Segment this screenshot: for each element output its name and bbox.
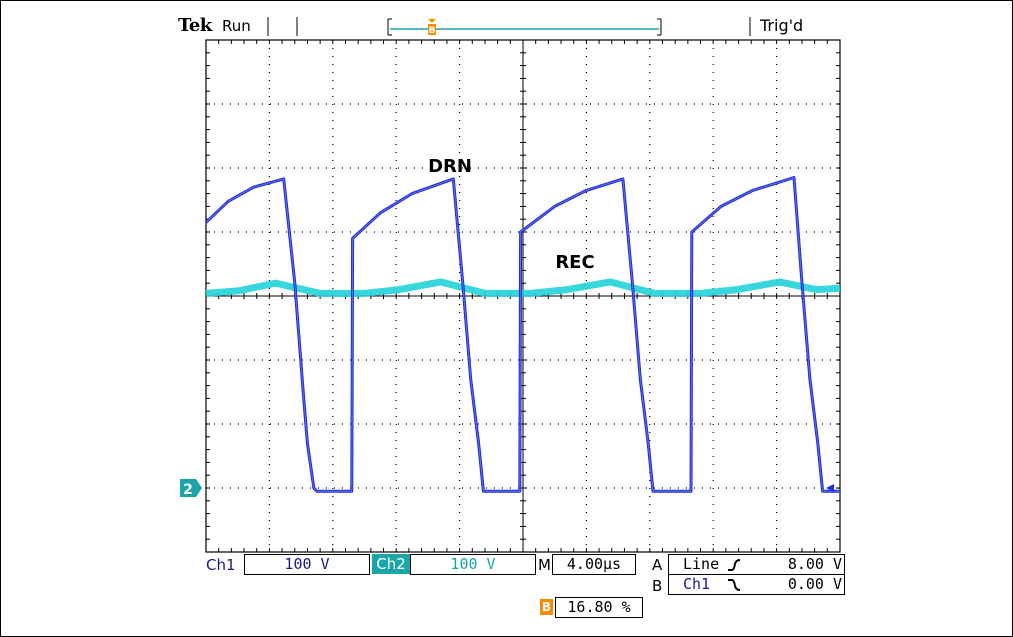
timebase-prefix: M [538, 556, 551, 574]
top-status-bar: B [268, 17, 750, 36]
acquisition-status: Run [222, 17, 251, 35]
brand-logo: Tek [178, 15, 212, 36]
ch2-ground-marker[interactable]: 2 [180, 479, 202, 498]
rec-trace-label: REC [555, 252, 594, 273]
trigger-b-level: 0.00 V [788, 575, 842, 594]
record-position-marker[interactable]: B [428, 19, 436, 36]
svg-text:B: B [429, 26, 436, 36]
timebase-readout[interactable]: 4.00µs [552, 554, 636, 575]
rising-edge-icon [727, 558, 741, 572]
drn-trace-label: DRN [428, 156, 472, 177]
trigger-a-level: 8.00 V [788, 555, 842, 574]
trigger-status: Trig'd [760, 16, 803, 35]
trigger-b-readout[interactable]: Ch1 0.00 V [668, 575, 845, 595]
ch2-label: Ch2 [372, 554, 410, 574]
ch1-scale-readout[interactable]: 100 V [244, 554, 370, 575]
trigger-a-source: Line [683, 555, 719, 574]
trigger-a-label: A [652, 556, 662, 574]
trigger-b-label: B [652, 577, 662, 595]
trigger-position-icon: B [540, 599, 553, 615]
trigger-b-source: Ch1 [683, 575, 710, 594]
falling-edge-icon [727, 578, 741, 592]
ch1-label: Ch1 [206, 556, 236, 574]
ch2-scale-readout[interactable]: 100 V [410, 554, 536, 575]
trigger-position-readout[interactable]: 16.80 % [555, 597, 643, 618]
trigger-a-readout[interactable]: Line 8.00 V [668, 554, 845, 575]
svg-text:2: 2 [183, 482, 193, 498]
